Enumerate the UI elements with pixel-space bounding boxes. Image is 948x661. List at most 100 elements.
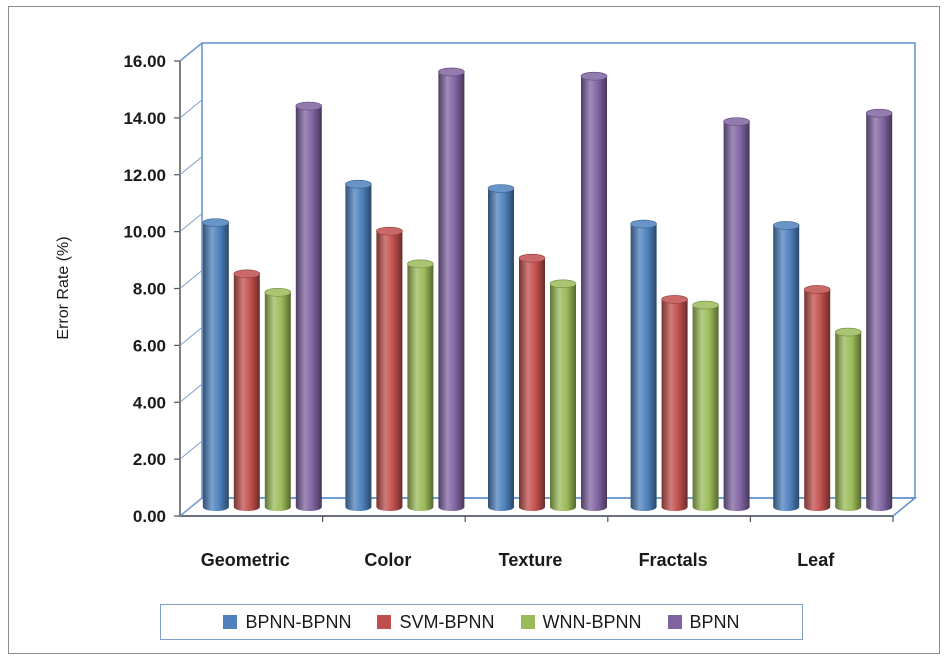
bar <box>202 218 230 511</box>
bar <box>264 287 292 511</box>
bar <box>438 67 465 511</box>
y-axis-ticks: 0.00 2.00 4.00 6.00 8.00 10.00 12.00 14.00 16.00 <box>123 42 894 526</box>
bar-body <box>264 292 291 511</box>
bar-top <box>487 184 515 193</box>
y-tick-label: 8.00 <box>133 280 166 299</box>
bar-top <box>803 285 831 294</box>
bar <box>865 108 893 511</box>
bar-body <box>376 231 403 511</box>
y-tick-depth <box>179 213 203 233</box>
bar <box>518 253 546 511</box>
bar-top <box>865 108 893 118</box>
bar-body <box>295 106 322 511</box>
legend-item: WNN-BPNN <box>520 611 642 633</box>
y-tick-label: 6.00 <box>133 336 166 355</box>
y-tick-depth <box>179 270 203 289</box>
legend-label: BPNN <box>689 611 740 632</box>
bar-body <box>804 289 831 511</box>
y-tick-depth <box>179 99 203 119</box>
bar-top <box>518 253 546 263</box>
y-tick-label: 2.00 <box>133 450 166 469</box>
bar-body <box>233 273 260 511</box>
bar <box>661 295 688 511</box>
bar-top <box>834 327 862 337</box>
bar <box>692 300 719 511</box>
bar-body <box>581 76 607 511</box>
bar <box>407 259 434 511</box>
bar-body <box>407 263 434 511</box>
y-tick-depth <box>179 383 203 403</box>
x-category-label: Geometric <box>201 550 290 570</box>
legend-label: SVM-BPNN <box>399 611 495 632</box>
bar-body <box>438 71 465 511</box>
y-tick-depth <box>179 497 203 517</box>
legend-item: BPNN <box>667 611 740 633</box>
bar <box>803 285 831 511</box>
bar <box>630 219 657 511</box>
bar-body <box>661 299 688 511</box>
bar-top <box>264 287 292 297</box>
bar <box>487 184 515 511</box>
bar-top <box>580 71 608 81</box>
bar <box>549 279 577 511</box>
bar-body <box>835 332 862 511</box>
bar-body <box>866 113 893 511</box>
bar-top <box>772 221 800 230</box>
bar <box>345 179 372 511</box>
x-category-label: Texture <box>499 550 563 570</box>
legend-label: BPNN-BPNN <box>245 611 352 632</box>
bar-top <box>661 295 688 304</box>
legend-swatch <box>377 615 392 629</box>
bar <box>580 71 608 511</box>
legend-label: WNN-BPNN <box>542 611 642 632</box>
bar-body <box>723 121 750 511</box>
y-tick-label: 16.00 <box>123 52 166 71</box>
bar-body <box>345 184 372 511</box>
bar-top <box>438 67 465 77</box>
bar-top <box>376 226 403 236</box>
bar-body <box>202 222 229 511</box>
bar-body <box>550 283 576 511</box>
bar <box>233 269 261 511</box>
bar-top <box>630 219 657 229</box>
bar <box>295 101 323 511</box>
bar-top <box>723 117 750 126</box>
bar-body <box>630 224 657 511</box>
bar-body <box>692 305 719 511</box>
bar <box>723 117 750 511</box>
y-tick-depth <box>179 156 203 176</box>
x-category-label: Color <box>364 550 411 570</box>
legend-item: BPNN-BPNN <box>223 612 351 633</box>
y-tick-depth <box>179 42 203 62</box>
bar-body <box>519 258 545 511</box>
bar-top <box>692 300 719 310</box>
bar <box>772 221 800 511</box>
legend-swatch <box>223 615 238 629</box>
y-tick-label: 14.00 <box>123 109 166 128</box>
y-tick-label: 12.00 <box>123 166 166 185</box>
y-axis-label: Error Rate (%) <box>55 236 72 339</box>
legend-swatch <box>520 615 535 629</box>
chart-bars <box>202 67 893 511</box>
bar-top <box>407 259 434 269</box>
x-category-label: Fractals <box>639 550 708 570</box>
y-tick-depth <box>179 440 203 460</box>
bar-top <box>233 269 261 279</box>
legend: BPNN-BPNN SVM-BPNN WNN-BPNN BPNN <box>160 604 803 640</box>
y-tick-depth <box>179 326 203 346</box>
bar-body <box>773 225 800 511</box>
x-category-label: Leaf <box>797 550 835 570</box>
y-tick-label: 4.00 <box>133 393 166 412</box>
bar-top <box>202 218 230 227</box>
legend-swatch <box>667 615 682 629</box>
y-tick-label: 0.00 <box>133 507 166 526</box>
bar-top <box>345 179 372 189</box>
bar-body <box>488 188 514 511</box>
bar-top <box>549 279 577 289</box>
legend-item: SVM-BPNN <box>377 611 495 633</box>
y-tick-label: 10.00 <box>123 223 166 242</box>
bar <box>834 327 862 511</box>
x-axis-categories: Geometric Color Texture Fractals Leaf <box>201 550 835 570</box>
bar-top <box>295 101 323 111</box>
